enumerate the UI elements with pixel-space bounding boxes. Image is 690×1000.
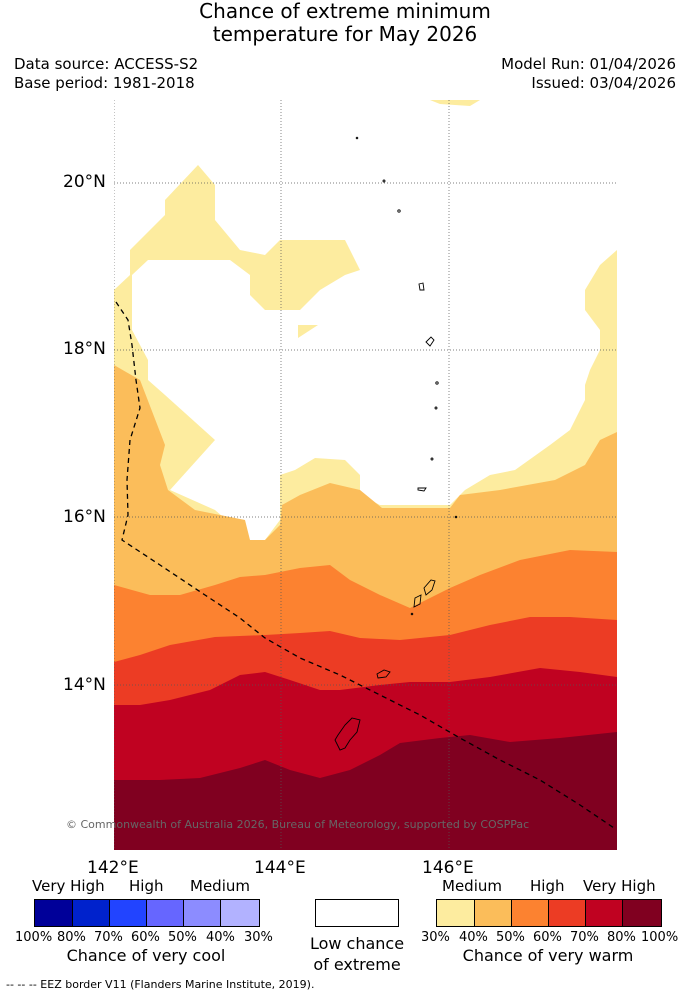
cool-tick-30: 30% [244,930,273,945]
probability-band-80 [114,732,617,850]
low-chance-swatch [315,899,399,927]
warm-color-bar [436,899,662,927]
map-title: Chance of extreme minimum temperature fo… [0,0,690,46]
cool-swatch-100 [35,900,73,926]
eez-border [115,301,615,829]
cool-legend-title: Chance of very cool [66,946,226,965]
cool-tick-70: 70% [94,930,123,945]
model-run: Model Run: 01/04/2026 [501,55,676,73]
cool-swatch-70 [110,900,147,926]
cool-cat-medium: Medium [190,877,250,895]
warm-swatch-50 [512,900,549,926]
title-line-1: Chance of extreme minimum [199,0,491,23]
saipan-island [423,579,436,596]
guguan-islet [435,381,439,385]
cool-swatch-60 [147,900,184,926]
warm-cat-medium: Medium [442,877,502,895]
warm-tick-60: 60% [533,930,562,945]
lon-label-144e: 144°E [254,858,306,878]
asuncion-islet [397,209,401,213]
cool-swatch-40 [221,900,259,926]
low-chance-line-2: of extreme [313,955,401,974]
cool-swatch-50 [184,900,221,926]
warm-tick-50: 50% [496,930,525,945]
guam-island [334,717,361,751]
warm-swatch-60 [549,900,586,926]
warm-swatch-30 [437,900,475,926]
cool-cat-high: High [129,877,164,895]
warm-legend-title: Chance of very warm [462,946,634,965]
east-islet [454,515,458,519]
copyright-notice: © Commonwealth of Australia 2026, Bureau… [66,818,530,831]
warm-tick-40: 40% [459,930,488,945]
title-line-2: temperature for May 2026 [212,22,478,46]
cool-tick-100: 100% [15,930,53,945]
cool-tick-80: 80% [57,930,86,945]
maug-islet [382,179,386,183]
medinilla-islet [410,612,414,616]
low-chance-title: Low chance of extreme [296,933,418,975]
warm-tick-80: 80% [607,930,636,945]
warm-tick-100: 100% [641,930,679,945]
lon-label-146e: 146°E [422,858,474,878]
islands [334,136,458,751]
data-source: Data source: ACCESS-S2 [14,55,199,73]
warm-swatch-40 [475,900,512,926]
warm-cat-high: High [530,877,565,895]
cool-tick-40: 40% [206,930,235,945]
farallon-islet [355,136,359,140]
lat-label-20n: 20°N [63,172,106,192]
sarigan-islet [430,457,434,461]
lat-label-18n: 18°N [63,339,106,359]
warm-swatch-80 [623,900,661,926]
low-chance-line-1: Low chance [309,934,405,953]
cool-cat-very-high: Very High [32,877,105,895]
alamagan-islet [434,406,438,410]
issued-date: Issued: 03/04/2026 [531,74,676,92]
warm-swatch-70 [586,900,623,926]
cool-tick-50: 50% [168,930,197,945]
pagan-island [425,336,435,347]
cool-tick-60: 60% [131,930,160,945]
agrihan-island [418,282,425,291]
warm-tick-30: 30% [421,930,450,945]
source-info: Data source: ACCESS-S2 Base period: 1981… [14,55,198,93]
graticule [114,100,617,850]
cool-color-bar [34,899,260,927]
tinian-island [413,594,422,608]
lat-label-16n: 16°N [63,507,106,527]
cool-swatch-80 [73,900,110,926]
anatahan-island [417,487,427,492]
base-period: Base period: 1981-2018 [14,74,195,92]
rota-island [376,669,391,679]
lat-label-14n: 14°N [63,675,106,695]
lon-label-142e: 142°E [87,858,139,878]
run-info: Model Run: 01/04/2026 Issued: 03/04/2026 [501,55,676,93]
eez-footnote: -- -- -- EEZ border V11 (Flanders Marine… [6,978,315,991]
warm-tick-70: 70% [570,930,599,945]
warm-cat-very-high: Very High [583,877,656,895]
